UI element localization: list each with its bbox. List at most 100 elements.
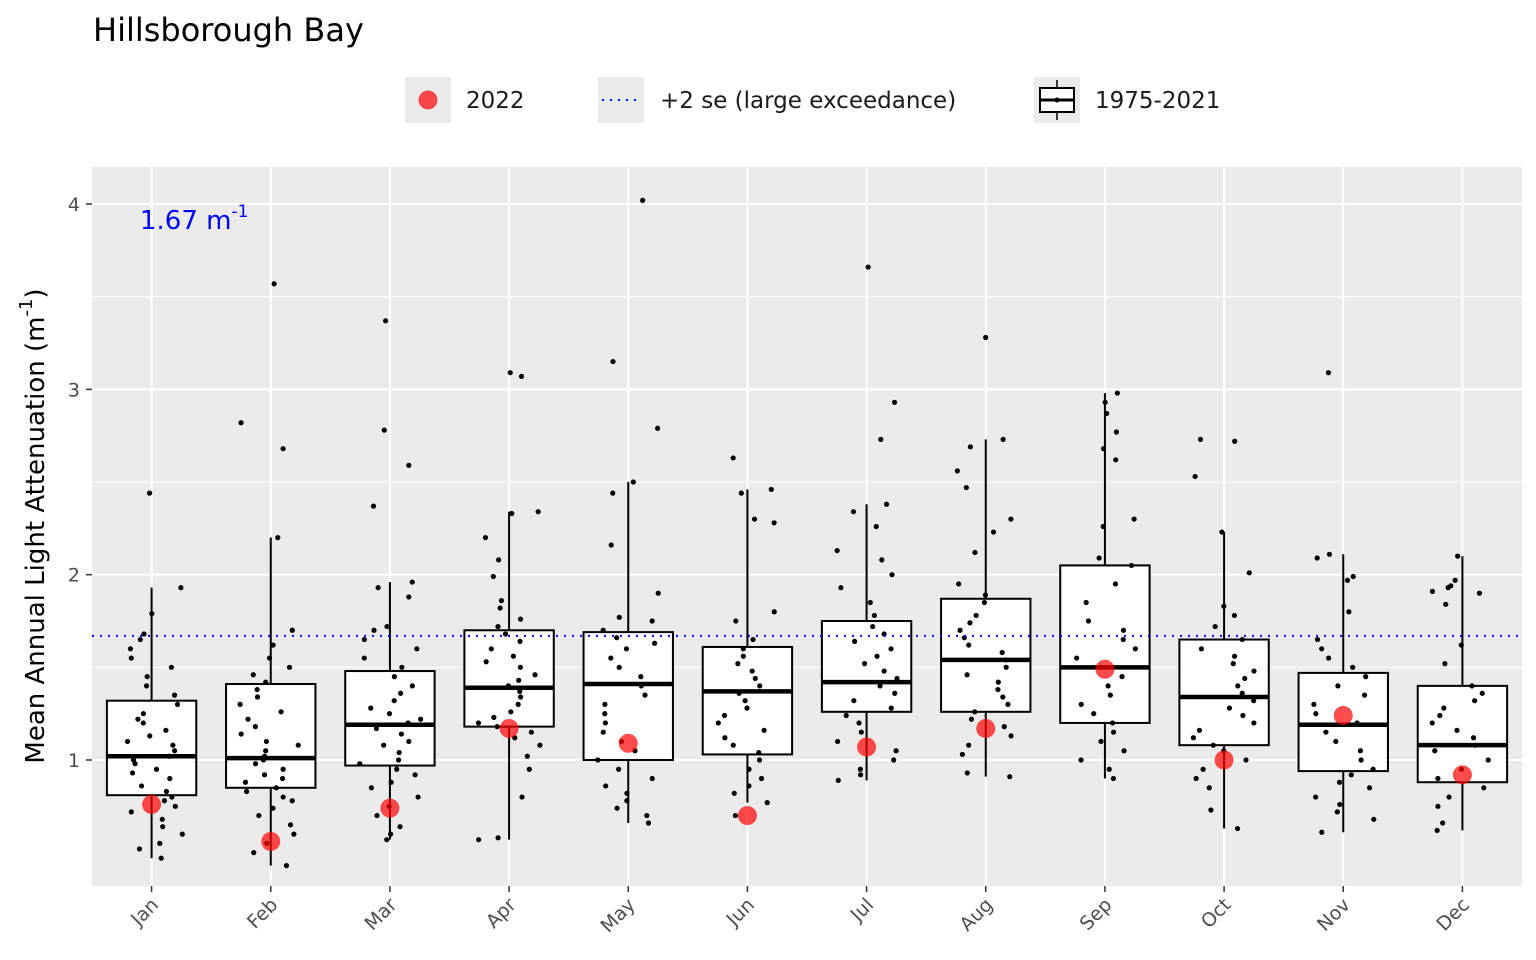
- historic-point: [1251, 720, 1257, 726]
- historic-point: [1230, 661, 1236, 667]
- historic-point: [371, 627, 377, 633]
- historic-point: [137, 636, 143, 643]
- historic-point: [1104, 410, 1110, 417]
- boxplot-oct: [1178, 532, 1270, 829]
- historic-point: [517, 688, 523, 695]
- historic-point: [1429, 720, 1435, 726]
- y-tick-label: 1: [68, 750, 80, 772]
- historic-point: [967, 444, 973, 450]
- historic-point: [1337, 801, 1343, 808]
- historic-point: [1311, 701, 1317, 707]
- historic-point: [1435, 775, 1441, 782]
- historic-point: [744, 705, 750, 711]
- historic-point: [287, 822, 294, 828]
- historic-point: [128, 655, 134, 661]
- historic-point: [894, 675, 900, 682]
- historic-point: [1455, 553, 1461, 559]
- historic-point: [1334, 809, 1340, 815]
- historic-point: [280, 766, 286, 772]
- historic-point: [517, 694, 524, 700]
- historic-point: [1242, 675, 1248, 682]
- historic-point: [406, 594, 412, 600]
- historic-point: [608, 542, 614, 548]
- historic-point: [889, 572, 895, 578]
- historic-point: [835, 777, 841, 783]
- historic-point: [140, 711, 147, 717]
- historic-point: [1476, 590, 1482, 596]
- x-tick-label-oct: Oct: [1197, 894, 1236, 933]
- legend: 2022 +2 se (large exceedance) 1975-2021: [405, 77, 1220, 123]
- point-2022-feb: [261, 832, 281, 852]
- historic-point: [508, 709, 514, 715]
- historic-point: [638, 674, 644, 680]
- historic-point: [169, 794, 175, 800]
- y-tick-label: 2: [68, 565, 80, 587]
- historic-point: [517, 664, 523, 670]
- historic-point: [1074, 655, 1080, 661]
- historic-point: [1100, 446, 1107, 452]
- historic-point: [610, 490, 616, 496]
- plot-panel: [92, 167, 1522, 886]
- historic-point: [1325, 370, 1332, 376]
- historic-point: [1313, 794, 1319, 800]
- historic-point: [406, 462, 412, 468]
- historic-point: [1000, 436, 1006, 443]
- historic-point: [967, 620, 973, 626]
- historic-point: [757, 683, 763, 689]
- historic-point: [490, 573, 496, 580]
- historic-point: [964, 770, 970, 776]
- historic-point: [1078, 701, 1084, 707]
- historic-point: [1313, 711, 1319, 717]
- historic-point: [374, 812, 380, 819]
- historic-point: [740, 646, 746, 652]
- x-tick-label-may: May: [596, 894, 639, 937]
- historic-point: [1105, 683, 1111, 689]
- legend-key-se-bg: [598, 77, 644, 123]
- historic-point: [891, 757, 897, 763]
- historic-point: [608, 655, 614, 661]
- historic-point: [1007, 774, 1013, 780]
- historic-point: [1448, 583, 1454, 589]
- historic-point: [171, 748, 178, 754]
- historic-point: [730, 455, 736, 461]
- historic-point: [616, 766, 622, 772]
- historic-point: [528, 729, 534, 735]
- historic-point: [735, 661, 741, 667]
- historic-point: [865, 264, 871, 270]
- point-2022-may: [618, 733, 638, 753]
- historic-point: [412, 772, 418, 778]
- historic-point: [140, 720, 146, 726]
- historic-point: [357, 761, 363, 767]
- historic-point: [510, 653, 517, 659]
- historic-point: [1196, 727, 1203, 733]
- legend-2022-marker: [418, 90, 438, 110]
- historic-point: [874, 653, 880, 659]
- historic-point: [135, 716, 141, 722]
- historic-point: [1358, 757, 1364, 763]
- historic-point: [851, 698, 857, 704]
- historic-point: [163, 788, 170, 795]
- legend-box-symbol: [1039, 80, 1075, 120]
- historic-point: [623, 646, 630, 652]
- historic-point: [733, 618, 739, 624]
- historic-point: [1001, 724, 1007, 730]
- historic-point: [738, 490, 744, 496]
- historic-point: [857, 766, 863, 772]
- historic-point: [381, 742, 387, 748]
- historic-point: [1100, 523, 1106, 530]
- historic-point: [396, 749, 402, 756]
- historic-point: [861, 661, 868, 667]
- historic-point: [888, 646, 894, 652]
- historic-point: [250, 672, 256, 678]
- historic-point: [602, 701, 608, 707]
- historic-point: [270, 642, 276, 648]
- historic-point: [505, 683, 511, 689]
- historic-point: [251, 850, 257, 856]
- historic-point: [771, 609, 777, 615]
- historic-point: [136, 846, 143, 852]
- historic-point: [1208, 807, 1214, 813]
- historic-point: [263, 748, 269, 754]
- historic-point: [756, 749, 762, 756]
- x-tick-label-nov: Nov: [1313, 894, 1355, 936]
- historic-point: [1096, 555, 1102, 561]
